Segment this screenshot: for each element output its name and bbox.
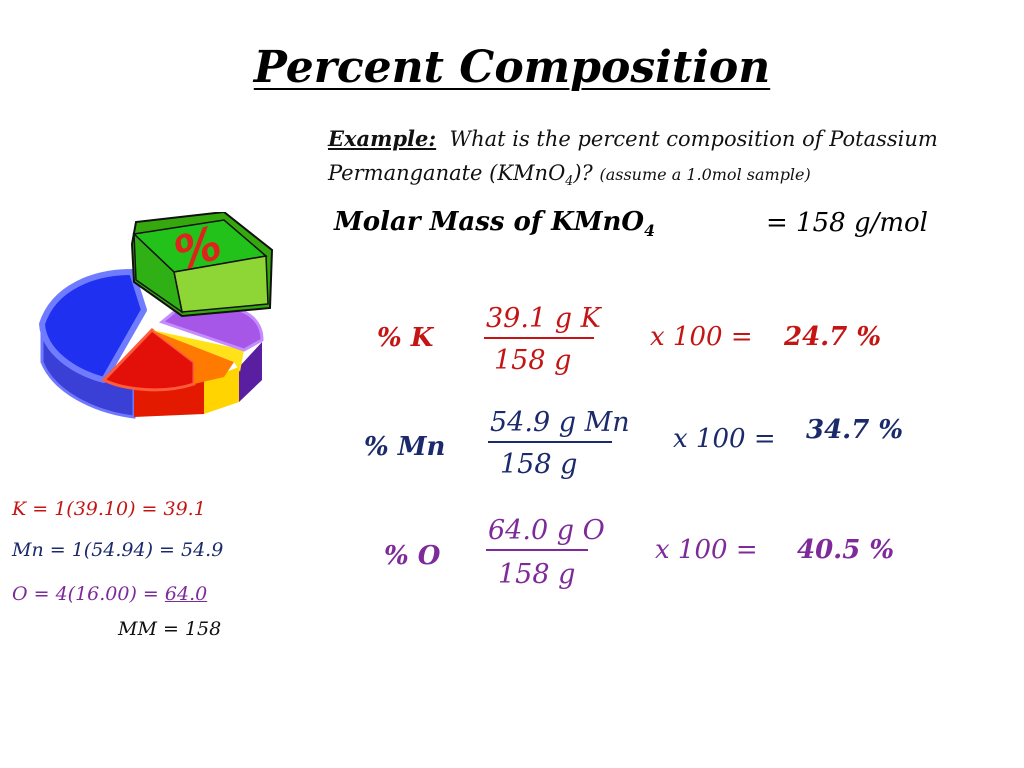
mn-denominator: 158 g <box>500 449 578 480</box>
o-fraction-bar <box>486 549 588 551</box>
molar-mass-label: Molar Mass of KMnO4 <box>334 207 655 241</box>
calc-k: K = 1(39.10) = 39.1 <box>12 498 206 520</box>
k-times-100: x 100 = <box>650 322 753 352</box>
o-result: 40.5 % <box>797 535 895 565</box>
k-numerator: 39.1 g K <box>486 303 601 334</box>
calc-o-value: 64.0 <box>164 583 208 605</box>
example-label: Example: <box>328 126 437 151</box>
pct-o-label: % O <box>384 541 441 571</box>
mn-fraction-bar <box>488 441 612 443</box>
example-question: Example: What is the percent composition… <box>328 122 938 198</box>
o-numerator: 64.0 g O <box>488 515 605 546</box>
k-fraction-bar <box>484 337 594 339</box>
pct-mn-label: % Mn <box>364 432 446 462</box>
calc-mn: Mn = 1(54.94) = 54.9 <box>12 539 224 561</box>
molar-mass-value: = 158 g/mol <box>766 208 928 238</box>
calc-mm-total: MM = 158 <box>118 618 222 640</box>
pct-k-label: % K <box>377 323 434 353</box>
assumption-note: (assume a 1.0mol sample) <box>599 165 811 184</box>
question-line2: Permanganate (KMnO4)? <box>328 161 593 189</box>
calc-o: O = 4(16.00) = 64.0 <box>12 583 208 605</box>
mn-result: 34.7 % <box>806 415 904 445</box>
k-denominator: 158 g <box>494 345 572 376</box>
o-times-100: x 100 = <box>655 535 758 565</box>
question-line1: What is the percent composition of Potas… <box>449 127 938 151</box>
page-title: Percent Composition <box>253 42 771 93</box>
mn-times-100: x 100 = <box>673 424 776 454</box>
o-denominator: 158 g <box>498 559 576 590</box>
pie-chart-icon: % <box>39 212 274 419</box>
mn-numerator: 54.9 g Mn <box>490 407 630 438</box>
k-result: 24.7 % <box>784 322 882 352</box>
